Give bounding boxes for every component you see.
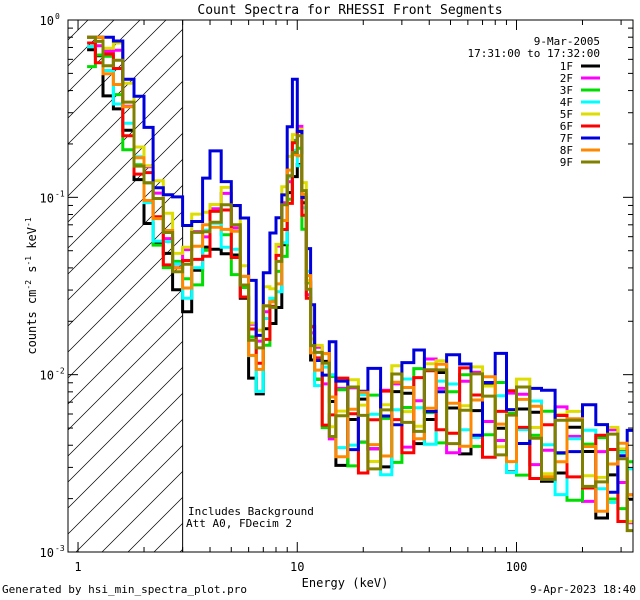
hatch-line — [68, 132, 183, 249]
y-tick-label: 10 — [40, 369, 54, 383]
plot-frame — [67, 19, 634, 553]
hatch-line — [68, 54, 183, 171]
hatch-line — [68, 210, 183, 327]
legend-label: 1F — [560, 60, 573, 73]
y-axis-label: counts cm-2 s-1 keV-1 — [24, 217, 39, 354]
legend-label: 3F — [560, 84, 573, 97]
y-tick-exponent: 0 — [55, 12, 60, 21]
hatch-line — [68, 262, 183, 379]
hatch-line — [68, 340, 183, 457]
x-tick-label: 1 — [74, 560, 81, 574]
chart-title: Count Spectra for RHESSI Front Segments — [197, 3, 502, 18]
hatch-line — [68, 20, 167, 119]
hatch-line — [68, 20, 115, 67]
hatch-line — [68, 366, 183, 483]
hatch-line — [68, 184, 183, 301]
legend-label: 4F — [560, 96, 573, 109]
series-2F — [87, 35, 633, 525]
series-9F — [87, 35, 633, 533]
legend-label: 9F — [560, 156, 573, 169]
series-1F — [87, 48, 633, 520]
y-tick-label: 10 — [40, 14, 54, 28]
hatch-line — [68, 392, 183, 509]
hatch-line — [68, 20, 141, 93]
hatch-line — [68, 80, 183, 197]
annotation-background: Includes Background — [188, 505, 314, 518]
series-8F — [87, 35, 633, 513]
x-tick-label: 10 — [290, 560, 304, 574]
legend-label: 2F — [560, 72, 573, 85]
y-tick-exponent: -3 — [55, 544, 65, 553]
footer-timestamp: 9-Apr-2023 18:40 — [530, 583, 636, 596]
x-tick-label: 100 — [506, 560, 528, 574]
y-tick-exponent: -2 — [55, 367, 65, 376]
annotation-attenuator: Att A0, FDecim 2 — [186, 517, 292, 530]
x-axis-label: Energy (keV) — [302, 576, 389, 590]
y-tick-label: 10 — [40, 191, 54, 205]
hatch-line — [68, 28, 183, 145]
y-tick-exponent: -1 — [55, 189, 65, 198]
series-layer — [87, 35, 633, 533]
time-range-label: 17:31:00 to 17:32:00 — [468, 47, 600, 60]
hatch-line — [68, 236, 183, 353]
hatch-line — [0, 20, 10, 552]
legend-label: 7F — [560, 132, 573, 145]
hatch-line — [68, 20, 89, 41]
legend-label: 6F — [560, 120, 573, 133]
hatch-line — [68, 106, 183, 223]
y-tick-label: 10 — [40, 546, 54, 560]
hatch-line — [68, 418, 183, 535]
footer-generated-by: Generated by hsi_min_spectra_plot.pro — [2, 583, 248, 596]
series-7F — [87, 35, 633, 494]
legend-label: 5F — [560, 108, 573, 121]
date-label: 9-Mar-2005 — [534, 35, 600, 48]
legend-label: 8F — [560, 144, 573, 157]
hatch-line — [68, 158, 183, 275]
hatch-line — [75, 444, 183, 552]
hatched-region — [0, 20, 183, 552]
